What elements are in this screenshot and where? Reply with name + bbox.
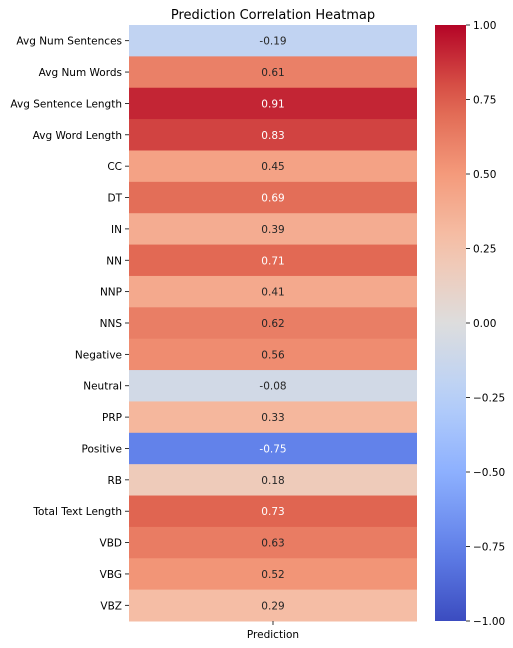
row-label: IN xyxy=(111,224,122,236)
cell-value-label: 0.71 xyxy=(261,255,284,267)
heatmap-cells: -0.19 0.61 0.91 0.83 0.45 0.69 0.39 0.71 0.41 0.6… xyxy=(129,25,417,622)
cell-value-label: -0.08 xyxy=(259,381,286,393)
row-label: PRP xyxy=(102,412,122,424)
cell-value-label: 0.39 xyxy=(261,224,284,236)
row-label: NNP xyxy=(100,287,122,299)
colorbar-tick-label: 0.00 xyxy=(473,318,496,330)
row-label: Avg Num Words xyxy=(39,67,122,79)
cell-value-label: 0.41 xyxy=(261,287,284,299)
cell-value-label: 0.29 xyxy=(261,600,284,612)
cell-value-label: 0.61 xyxy=(261,67,284,79)
colorbar-tick-label: −0.50 xyxy=(473,467,505,479)
heatmap-cell xyxy=(129,25,417,57)
cell-value-label: 0.83 xyxy=(261,130,284,142)
cell-value-label: 0.63 xyxy=(261,538,284,550)
row-label: VBD xyxy=(100,538,122,550)
row-label: Positive xyxy=(82,443,122,455)
row-label: VBZ xyxy=(100,600,122,612)
heatmap-cell xyxy=(129,589,417,622)
heatmap-cell xyxy=(129,464,417,497)
heatmap-cell xyxy=(129,150,417,183)
heatmap-cell xyxy=(129,181,417,214)
heatmap-cell xyxy=(129,338,417,371)
cell-value-label: 0.33 xyxy=(261,412,284,424)
colorbar: 1.00 0.75 0.50 0.25 0.00 −0.25 −0.50 −0.75 −1.00 xyxy=(435,20,505,628)
row-label: Avg Word Length xyxy=(33,130,122,142)
colorbar-tick-label: 0.75 xyxy=(473,95,496,107)
colorbar-tick-label: 1.00 xyxy=(473,20,496,32)
heatmap-cell xyxy=(129,244,417,277)
row-label: NN xyxy=(106,255,122,267)
colorbar-tick-label: −1.00 xyxy=(473,616,505,628)
heatmap-cell xyxy=(129,558,417,591)
heatmap-cell xyxy=(129,432,417,465)
heatmap-cell xyxy=(129,213,417,246)
row-label: Negative xyxy=(75,349,122,361)
row-label: DT xyxy=(108,193,123,205)
heatmap-cell xyxy=(129,401,417,434)
cell-value-label: 0.45 xyxy=(261,161,284,173)
chart-title: Prediction Correlation Heatmap xyxy=(171,8,375,23)
colorbar-tick-label: −0.75 xyxy=(473,542,505,554)
row-label: RB xyxy=(108,475,123,487)
colorbar-tick-label: 0.25 xyxy=(473,244,496,256)
row-label: NNS xyxy=(100,318,123,330)
cell-value-label: 0.91 xyxy=(261,98,284,110)
row-label: Avg Sentence Length xyxy=(10,98,122,110)
column-labels: Prediction xyxy=(247,621,299,641)
heatmap-cell xyxy=(129,526,417,559)
row-labels: Avg Num Sentences Avg Num Words Avg Senten… xyxy=(10,36,129,612)
row-label: Neutral xyxy=(83,381,122,393)
cell-value-label: 0.69 xyxy=(261,193,284,205)
heatmap-cell xyxy=(129,275,417,308)
colorbar-tick-label: −0.25 xyxy=(473,393,505,405)
heatmap-cell xyxy=(129,56,417,89)
cell-value-label: 0.62 xyxy=(261,318,284,330)
cell-value-label: 0.56 xyxy=(261,349,285,361)
cell-value-label: 0.73 xyxy=(261,506,284,518)
cell-value-label: 0.18 xyxy=(261,475,284,487)
heatmap-cell xyxy=(129,307,417,340)
cell-value-label: -0.19 xyxy=(259,36,286,48)
cell-value-label: 0.52 xyxy=(261,569,284,581)
cell-value-label: -0.75 xyxy=(259,443,286,455)
heatmap-cell xyxy=(129,119,417,151)
heatmap-cell xyxy=(129,495,417,528)
column-label: Prediction xyxy=(247,629,299,641)
row-label: Total Text Length xyxy=(32,506,122,518)
row-label: VBG xyxy=(100,569,122,581)
row-label: Avg Num Sentences xyxy=(16,36,122,48)
heatmap-cell xyxy=(129,87,417,120)
colorbar-tick-label: 0.50 xyxy=(473,169,496,181)
heatmap-cell xyxy=(129,370,417,402)
row-label: CC xyxy=(107,161,122,173)
colorbar-gradient xyxy=(435,25,466,621)
